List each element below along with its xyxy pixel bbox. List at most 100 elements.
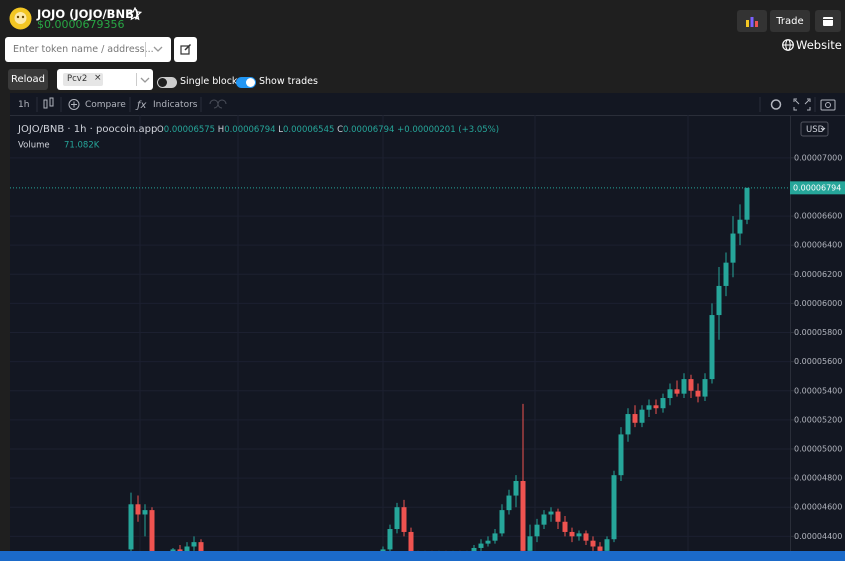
website-link[interactable]: Website	[796, 38, 842, 52]
candle-body	[135, 504, 141, 515]
last-price-tag	[790, 181, 845, 195]
wallet-icon	[823, 16, 833, 26]
candle-body	[170, 549, 176, 551]
candle-body	[604, 539, 610, 551]
legend-label: H	[218, 125, 224, 135]
bottom-bar	[0, 551, 845, 561]
wallet-button[interactable]	[815, 10, 841, 32]
candle-body	[408, 531, 414, 551]
candle-body	[583, 533, 589, 541]
version-chip-remove[interactable]: ×	[94, 73, 102, 83]
trade-button[interactable]: Trade	[770, 10, 810, 32]
candle-body	[492, 533, 498, 541]
y-tick-label: 0.00004400	[794, 532, 842, 541]
candle-body	[695, 390, 701, 397]
grid	[10, 157, 794, 537]
undo-redo[interactable]	[209, 99, 227, 109]
candle-body	[499, 510, 505, 534]
legend-label: O	[157, 125, 164, 135]
candle-body	[541, 514, 547, 525]
candle-body	[618, 434, 624, 476]
candle-body	[723, 262, 729, 286]
candle-body	[632, 414, 638, 423]
globe-icon	[782, 39, 794, 51]
y-tick-label: 0.00005600	[794, 357, 842, 366]
y-tick-label: 0.00006400	[794, 241, 842, 250]
currency-label[interactable]: USD	[806, 125, 825, 135]
compare-button[interactable]: Compare	[85, 100, 126, 110]
candle-body	[142, 510, 148, 515]
legend-value: 0.00006575	[164, 125, 215, 135]
legend-label: L	[278, 125, 283, 135]
candle-body	[576, 533, 582, 537]
y-tick-label: 0.00005800	[794, 328, 842, 337]
indicators-icon[interactable]: ƒx	[135, 100, 147, 111]
indicators-button[interactable]: Indicators	[153, 100, 198, 110]
search-caret	[153, 46, 163, 52]
chart-icon-button[interactable]	[737, 10, 767, 32]
candle-body	[716, 285, 722, 316]
legend-value: 0.00006545	[283, 125, 334, 135]
candle-style-icon[interactable]	[43, 97, 54, 109]
screenshot-icon[interactable]	[820, 99, 836, 111]
y-tick-label: 0.00006600	[794, 212, 842, 221]
candle-body	[527, 536, 533, 551]
interval-button[interactable]: 1h	[18, 100, 29, 110]
candle-body	[674, 389, 680, 394]
y-tick-label: 0.00005200	[794, 415, 842, 424]
candle-body	[520, 481, 526, 551]
compare-plus	[71, 101, 77, 108]
version-chip-label: Pcv2	[67, 74, 88, 84]
show-trades-label: Show trades	[259, 76, 318, 87]
legend-ohlc: O0.00006575 H0.00006794 L0.00006545 C0.0…	[157, 125, 499, 135]
candle-body	[548, 511, 554, 515]
favorite-star[interactable]	[128, 7, 142, 21]
candle-body	[597, 546, 603, 551]
candle-body	[191, 542, 197, 547]
candle-body	[590, 540, 596, 547]
candle-body	[184, 546, 190, 551]
y-tick-label: 0.00007000	[794, 153, 842, 162]
version-select[interactable]: Pcv2 ×	[57, 69, 153, 90]
chart-icon	[746, 17, 758, 27]
candle-body	[562, 521, 568, 532]
candle-body	[513, 481, 519, 496]
y-tick-label: 0.00005000	[794, 444, 842, 453]
currency-button[interactable]	[800, 121, 829, 137]
edit-button[interactable]	[174, 37, 197, 62]
candle-body	[730, 233, 736, 263]
y-tick-label: 0.00006200	[794, 270, 842, 279]
candle-body	[555, 511, 561, 522]
search-placeholder: Enter token name / address...	[13, 44, 154, 55]
chart-background	[10, 93, 845, 551]
y-tick-label: 0.00005400	[794, 386, 842, 395]
candle-body	[688, 379, 694, 391]
show-trades-toggle[interactable]	[236, 77, 256, 88]
compare-icon[interactable]	[68, 99, 80, 110]
candle-body	[149, 510, 155, 551]
search-box[interactable]: Enter token name / address...	[5, 37, 171, 62]
single-blocks-toggle[interactable]	[157, 77, 177, 88]
token-logo	[9, 7, 32, 30]
legend-change: +0.00000201 (+3.05%)	[397, 125, 499, 135]
version-chip: Pcv2 ×	[63, 73, 103, 86]
select-divider	[136, 73, 137, 86]
reload-button[interactable]: Reload	[8, 69, 48, 90]
candle-body	[471, 547, 477, 551]
select-caret	[140, 77, 150, 83]
legend-value: 0.00006794	[343, 125, 394, 135]
screenshot-lens	[825, 102, 831, 108]
candle-body	[667, 389, 673, 399]
y-tick-label: 0.00004600	[794, 503, 842, 512]
fullscreen-icon[interactable]	[793, 98, 811, 111]
candle-body	[653, 405, 659, 409]
candle-body	[128, 504, 134, 550]
candle-body	[625, 414, 631, 435]
candle-body	[702, 379, 708, 397]
settings-icon[interactable]	[770, 99, 782, 110]
token-price: $0.0000679356	[37, 18, 125, 31]
candle-body	[709, 315, 715, 380]
candle-body	[177, 549, 183, 551]
candle-body	[646, 405, 652, 410]
candle-body	[639, 409, 645, 423]
